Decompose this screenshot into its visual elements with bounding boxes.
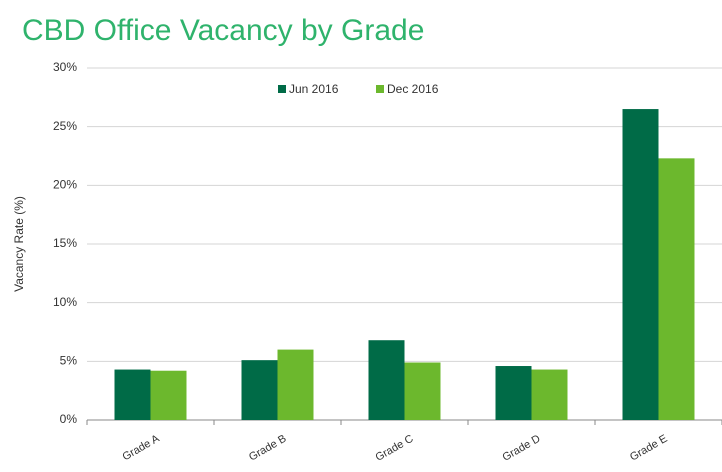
y-tick-label: 20% [53,178,77,192]
chart-title: CBD Office Vacancy by Grade [22,14,424,47]
x-tick-label: Grade E [628,433,669,464]
x-tick-label: Grade A [121,432,163,463]
x-tick-label: Grade D [500,433,542,464]
y-tick-label: 0% [60,412,78,426]
y-tick-label: 15% [53,236,77,250]
bar [622,109,659,421]
bar [495,366,532,420]
bar [114,369,151,420]
bar [658,158,695,420]
y-tick-label: 5% [60,354,78,368]
x-tick-label: Grade B [247,433,288,464]
bar [368,340,405,420]
y-tick-label: 25% [53,119,77,133]
legend-swatch [278,85,286,93]
bar [150,370,187,420]
legend-swatch [376,85,384,93]
y-tick-label: 30% [53,60,77,74]
y-tick-label: 10% [53,295,77,309]
bar [277,349,314,420]
y-axis-label: Vacancy Rate (%) [12,196,26,292]
legend-label: Dec 2016 [387,82,439,96]
bar [531,369,568,420]
bar [241,360,278,420]
legend-label: Jun 2016 [289,82,339,96]
x-tick-label: Grade C [373,433,415,464]
bar [404,362,441,420]
